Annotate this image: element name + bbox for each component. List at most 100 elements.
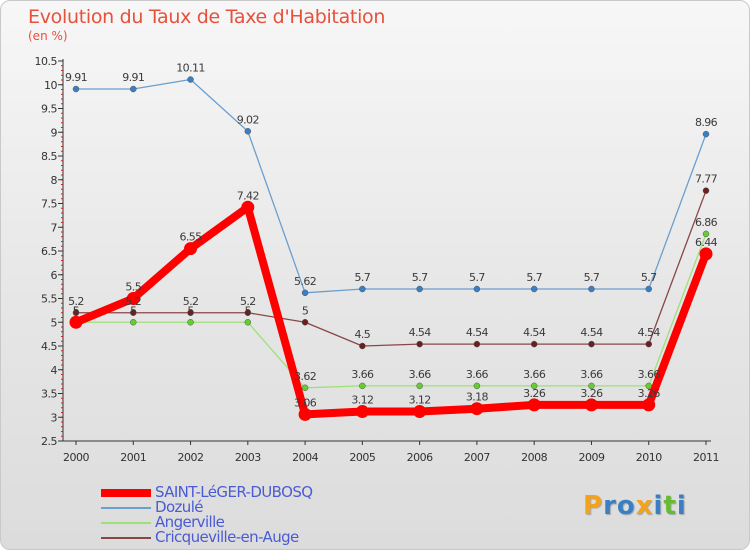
y-tick-label: 8.5 xyxy=(41,150,57,163)
legend-label: Cricqueville-en-Auge xyxy=(155,528,299,546)
legend-swatch-dozule xyxy=(101,506,151,509)
data-point xyxy=(244,319,252,326)
data-label: 4.54 xyxy=(409,326,432,339)
data-label: 5 xyxy=(245,304,252,317)
x-tick-label: 2006 xyxy=(407,451,433,464)
legend-item-angerville: Angerville xyxy=(101,515,312,530)
data-point xyxy=(301,319,309,326)
data-label: 5 xyxy=(73,304,80,317)
logo-letter: i xyxy=(653,491,664,521)
y-tick-label: 5 xyxy=(51,316,58,329)
data-label: 5 xyxy=(130,304,137,317)
chart-title: Evolution du Taux de Taxe d'Habitation xyxy=(28,6,386,28)
data-label: 3.26 xyxy=(638,387,661,400)
data-label: 5.2 xyxy=(125,295,141,308)
y-tick-label: 9 xyxy=(51,126,58,139)
data-point xyxy=(416,340,423,348)
data-label: 8.96 xyxy=(695,116,718,129)
data-point xyxy=(244,309,252,316)
data-label: 3.18 xyxy=(466,391,489,404)
y-tick-label: 3 xyxy=(51,411,58,424)
data-point xyxy=(187,309,194,316)
y-tick-label: 3.5 xyxy=(41,388,57,401)
y-tick-label: 5.5 xyxy=(41,293,57,306)
x-tick-label: 2009 xyxy=(578,451,604,464)
series-line xyxy=(75,78,707,294)
data-label: 4.54 xyxy=(466,326,489,339)
x-tick-label: 2010 xyxy=(636,451,662,464)
data-point xyxy=(69,315,83,329)
logo-letter: t xyxy=(663,491,677,521)
data-point xyxy=(244,128,252,135)
data-label: 3.66 xyxy=(523,368,546,381)
data-point xyxy=(130,309,137,316)
data-point xyxy=(473,285,481,293)
data-point xyxy=(184,242,198,256)
data-label: 3.66 xyxy=(409,368,432,381)
data-label: 5.2 xyxy=(68,295,84,308)
data-label: 5.7 xyxy=(412,271,428,284)
data-point xyxy=(645,285,652,293)
data-point xyxy=(645,340,652,348)
data-point xyxy=(530,285,538,293)
data-point xyxy=(72,85,80,93)
y-tick-label: 4 xyxy=(51,364,58,377)
data-point xyxy=(359,342,366,350)
data-label: 3.66 xyxy=(580,368,603,381)
data-label: 5 xyxy=(73,304,80,317)
data-point xyxy=(355,405,369,419)
data-label: 4.54 xyxy=(580,326,603,339)
series-line xyxy=(75,190,707,347)
data-point xyxy=(702,187,710,194)
data-label: 5.5 xyxy=(125,281,141,294)
data-label: 7.77 xyxy=(695,173,718,186)
data-point xyxy=(359,285,366,293)
data-point xyxy=(187,319,194,326)
y-tick-label: 9.5 xyxy=(41,103,57,116)
y-tick-label: 6.5 xyxy=(41,245,57,258)
x-tick-label: 2007 xyxy=(464,451,490,464)
data-point xyxy=(642,398,656,412)
data-point xyxy=(130,85,137,93)
data-point xyxy=(301,289,309,297)
data-label: 9.91 xyxy=(122,71,144,84)
logo-letter: i xyxy=(676,491,687,521)
logo-letter: r xyxy=(603,491,617,521)
data-label: 5 xyxy=(187,304,194,317)
data-label: 3.26 xyxy=(580,387,603,400)
legend-item-cricqueville: Cricqueville-en-Auge xyxy=(101,530,312,545)
data-label: 6.44 xyxy=(695,236,718,249)
data-label: 3.26 xyxy=(523,387,546,400)
legend-item-saint-leger: SAINT-LéGER-DUBOSQ xyxy=(101,483,313,501)
data-label: 5.7 xyxy=(641,271,657,284)
y-tick-label: 7 xyxy=(51,221,58,234)
data-label: 6.86 xyxy=(695,216,718,229)
x-tick-label: 2003 xyxy=(235,451,261,464)
data-label: 7.42 xyxy=(237,189,259,202)
data-point xyxy=(301,384,309,392)
x-tick-label: 2002 xyxy=(178,451,204,464)
data-point xyxy=(584,398,598,412)
y-tick-label: 7.5 xyxy=(41,198,57,211)
series-line xyxy=(72,203,710,419)
legend-item-dozule: Dozulé xyxy=(101,500,312,515)
data-point xyxy=(530,382,538,390)
logo-letter: P xyxy=(583,491,604,521)
data-label: 5.2 xyxy=(183,295,199,308)
proxiti-logo: Proxiti xyxy=(583,491,687,521)
data-labels-layer: 9.91 9.91 10.11 9.02 5.62 5.7 5.7 5.7 5.7 5.7 5.7 8… xyxy=(65,62,718,410)
data-label: 9.02 xyxy=(237,113,259,126)
x-tick-label: 2008 xyxy=(521,451,547,464)
data-label: 4.5 xyxy=(355,328,371,341)
data-label: 10.11 xyxy=(176,62,205,75)
x-tick-label: 2011 xyxy=(693,451,719,464)
data-label: 3.66 xyxy=(466,368,489,381)
legend-label: SAINT-LéGER-DUBOSQ xyxy=(155,483,313,501)
y-tick-label: 4.5 xyxy=(41,340,57,353)
data-label: 3.66 xyxy=(351,368,374,381)
legend-swatch-cricqueville xyxy=(101,536,151,539)
data-label: 4.54 xyxy=(523,326,546,339)
data-point xyxy=(530,340,538,348)
x-tick-label: 2000 xyxy=(63,451,89,464)
data-label: 3.06 xyxy=(294,396,317,409)
